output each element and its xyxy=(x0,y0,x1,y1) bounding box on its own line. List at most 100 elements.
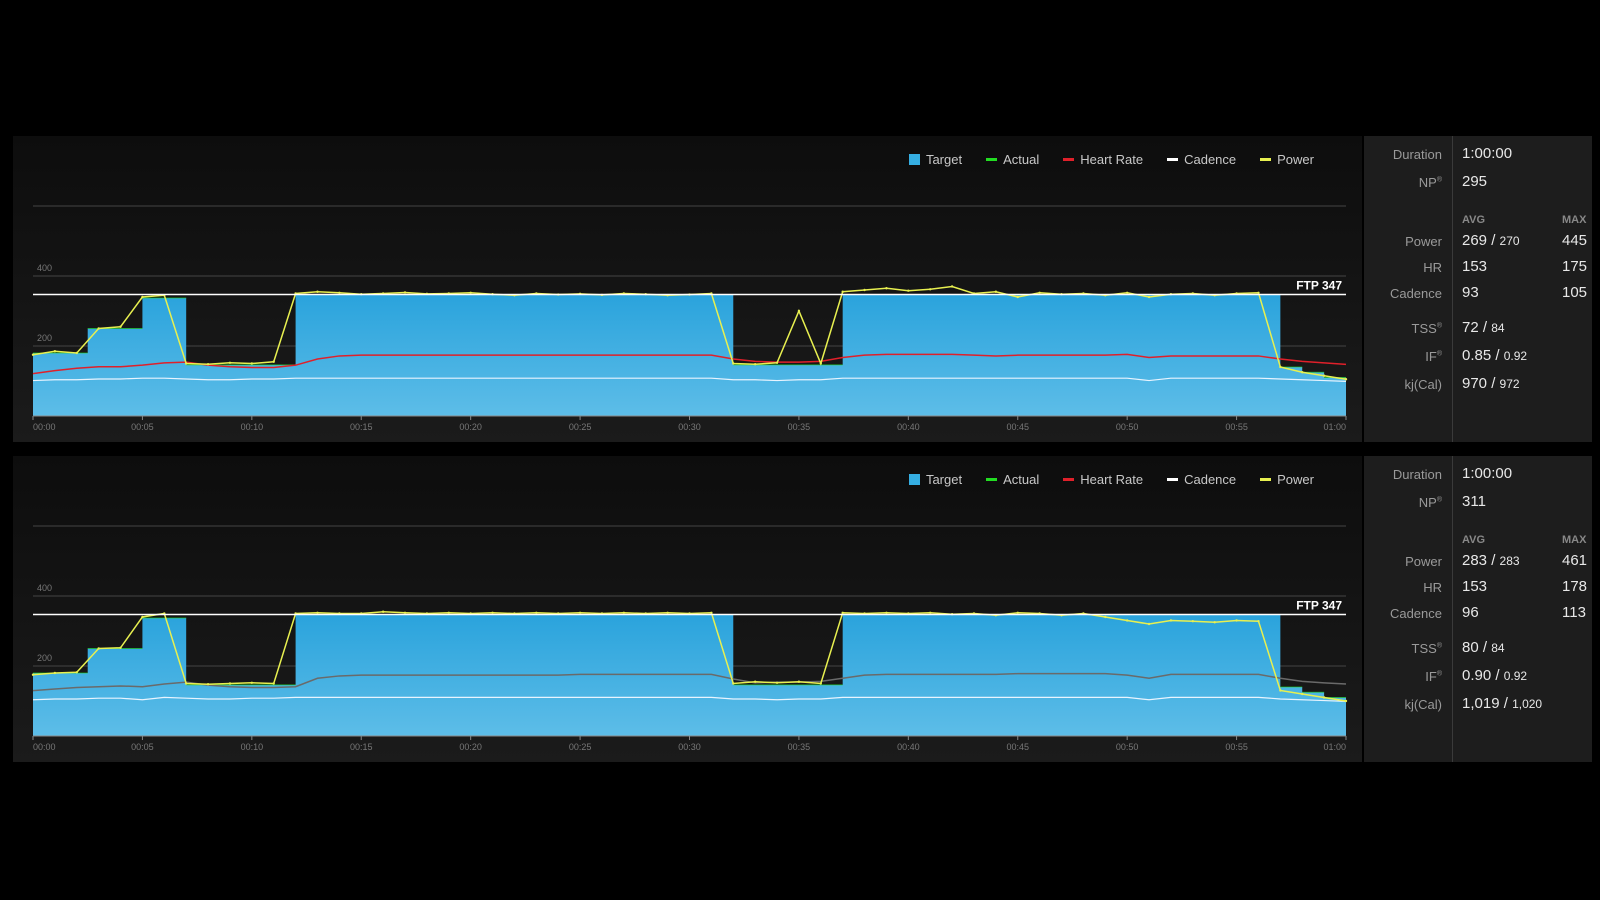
power-point xyxy=(206,683,210,686)
power-point xyxy=(97,327,100,330)
hr-label: HR xyxy=(1423,260,1442,275)
power-point xyxy=(578,611,582,614)
duration-label: Duration xyxy=(1392,467,1442,482)
power-point xyxy=(250,681,254,684)
legend-label: Cadence xyxy=(1184,152,1237,167)
legend-item-actual[interactable]: Actual xyxy=(986,152,1039,167)
legend-label: Heart Rate xyxy=(1080,472,1144,487)
legend-label: Target xyxy=(925,472,963,487)
if-row: IF® 0.90 / 0.92 xyxy=(1425,667,1528,684)
power-point xyxy=(75,351,78,355)
registered-mark: ® xyxy=(1436,496,1442,504)
power-point xyxy=(1344,699,1348,703)
x-tick-label: 01:00 xyxy=(1323,742,1346,752)
x-tick-label: 00:55 xyxy=(1225,422,1248,432)
np-row: NP® 295 xyxy=(1364,173,1592,193)
power-point xyxy=(75,671,78,674)
x-tick-label: 00:30 xyxy=(678,422,701,432)
x-tick-label: 00:15 xyxy=(350,742,373,752)
x-tick-label: 00:15 xyxy=(350,422,373,432)
legend-item-heart-rate[interactable]: Heart Rate xyxy=(1063,152,1143,167)
np-value: 295 xyxy=(1462,173,1488,190)
power-point xyxy=(469,291,472,294)
x-tick-label: 00:40 xyxy=(897,422,920,432)
power-point xyxy=(1191,620,1195,623)
legend-item-cadence[interactable]: Cadence xyxy=(1167,152,1236,167)
power-point xyxy=(797,680,801,683)
power-point xyxy=(491,611,494,614)
x-tick-label: 00:20 xyxy=(459,422,482,432)
workout-chart-1[interactable]: 200 400 FTP 347 00:00 00:05 00:10 00:15 00:20 00… xyxy=(13,136,1362,442)
x-tick-label: 00:20 xyxy=(459,742,482,752)
power-row: Power 283 / 283 461 xyxy=(1405,552,1588,569)
kj-row: kj(Cal) 1,019 / 1,020 xyxy=(1404,695,1543,712)
ftp-label: FTP 347 xyxy=(1296,279,1342,293)
legend-item-cadence[interactable]: Cadence xyxy=(1167,472,1236,487)
hr-max: 175 xyxy=(1562,258,1588,275)
power-point xyxy=(1213,621,1216,624)
if-label: IF xyxy=(1425,349,1437,364)
power-point xyxy=(272,360,275,363)
cadence-row: Cadence 93 105 xyxy=(1364,284,1592,304)
stats-divider xyxy=(1452,456,1453,762)
power-point xyxy=(732,362,735,365)
power-point xyxy=(316,290,319,293)
legend-item-heart-rate[interactable]: Heart Rate xyxy=(1063,472,1143,487)
cadence-max: 105 xyxy=(1562,284,1588,301)
power-point xyxy=(775,361,779,364)
cadence-row: Cadence 96 113 xyxy=(1364,604,1592,624)
legend-label: Target xyxy=(925,152,963,167)
legend-item-target[interactable]: Target xyxy=(908,472,963,487)
legend-item-target[interactable]: Target xyxy=(908,152,963,167)
power-point xyxy=(1038,291,1041,294)
stats-panel-1: Duration 1:00:00 NP® 295 AVG MAX Power 269 … xyxy=(1364,136,1592,442)
power-point xyxy=(929,611,932,614)
tss-value: 80 xyxy=(1462,639,1479,656)
x-tick-label: 00:55 xyxy=(1225,742,1248,752)
power-point xyxy=(753,363,757,366)
legend-label: Actual xyxy=(1003,152,1040,167)
legend-item-power[interactable]: Power xyxy=(1260,472,1314,487)
power-point xyxy=(53,350,57,353)
power-point xyxy=(1257,620,1260,623)
power-point xyxy=(885,611,888,614)
registered-mark: ® xyxy=(1436,176,1442,184)
stats-divider xyxy=(1452,136,1453,442)
workout-chart-2[interactable]: 200 400 FTP 347 00:00 00:05 00:10 00:15 00:20 00… xyxy=(13,456,1362,762)
power-point xyxy=(1257,291,1260,294)
kj-value: 970 xyxy=(1462,375,1488,392)
legend-swatch-icon xyxy=(908,474,920,485)
x-tick-label: 01:00 xyxy=(1323,422,1346,432)
legend-item-power[interactable]: Power xyxy=(1260,152,1314,167)
power-point xyxy=(31,353,35,356)
if-value: 0.85 xyxy=(1462,347,1492,364)
cadence-max: 113 xyxy=(1562,604,1586,621)
power-point xyxy=(447,611,450,614)
tss-target: 84 xyxy=(1491,321,1505,335)
hr-avg: 153 xyxy=(1462,578,1488,595)
power-point xyxy=(1016,611,1019,614)
x-tick-label: 00:35 xyxy=(788,742,811,752)
hr-row: HR 153 175 xyxy=(1364,258,1592,278)
power-point xyxy=(907,289,910,292)
power-point xyxy=(1125,619,1129,622)
legend-item-actual[interactable]: Actual xyxy=(986,472,1039,487)
heart-rate-line xyxy=(32,353,1347,375)
power-point xyxy=(622,611,626,614)
kj-row: kj(Cal) 970 / 972 xyxy=(1404,375,1520,392)
power-point xyxy=(1235,619,1238,622)
power-point xyxy=(819,362,822,365)
legend-swatch-icon xyxy=(1167,478,1179,481)
kj-target: 972 xyxy=(1499,377,1520,391)
power-point xyxy=(53,671,57,675)
hr-avg: 153 xyxy=(1462,258,1488,275)
power-point xyxy=(1125,291,1129,294)
power-point xyxy=(184,682,188,685)
x-tick-label: 00:05 xyxy=(131,742,154,752)
legend-label: Power xyxy=(1277,472,1314,487)
x-tick-label: 00:30 xyxy=(678,742,701,752)
legend-swatch-icon xyxy=(1167,158,1179,161)
power-target: 270 xyxy=(1499,234,1520,248)
power-point xyxy=(775,681,779,684)
ftp-label: FTP 347 xyxy=(1296,599,1342,613)
